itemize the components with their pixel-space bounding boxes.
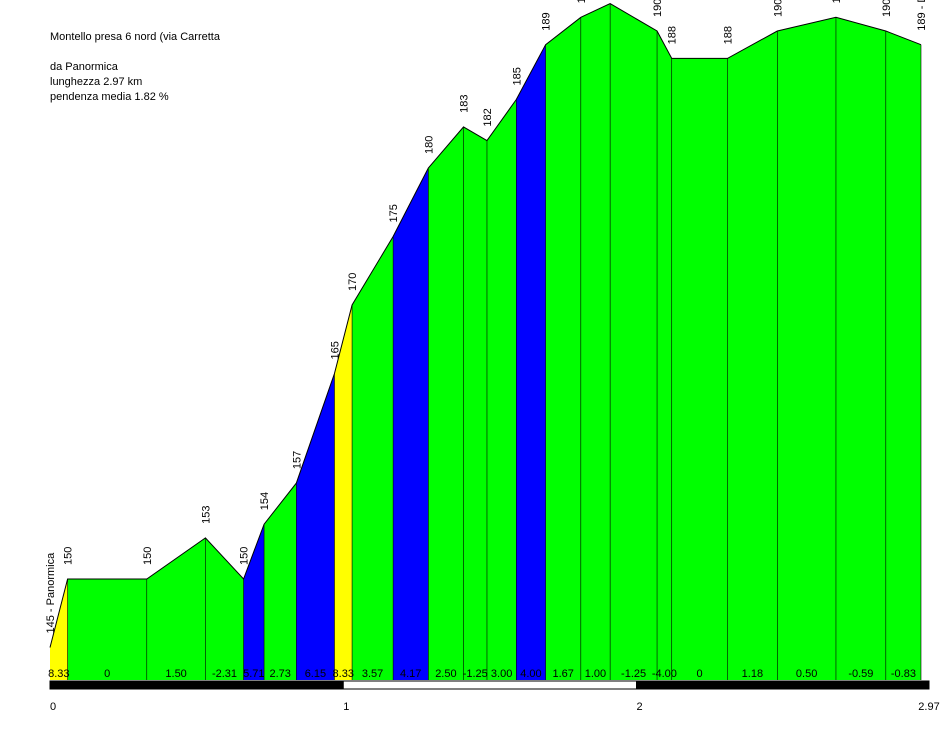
slope-label: 1.18: [742, 668, 763, 680]
elevation-label: 188: [722, 26, 734, 44]
slope-label: 2.50: [435, 668, 456, 680]
elevation-label: 154: [259, 492, 271, 510]
elevation-label: 165: [329, 341, 341, 359]
profile-segment: [777, 17, 836, 681]
elevation-label: 145 - Panormica: [45, 552, 57, 634]
slope-label: 8.33: [48, 668, 69, 680]
profile-segment: [50, 579, 68, 680]
slope-label: 3.57: [362, 668, 383, 680]
slope-label: 0: [697, 668, 703, 680]
slope-label: 6.15: [305, 668, 326, 680]
profile-segment: [885, 31, 921, 680]
profile-segment: [463, 126, 487, 680]
route-start: da Panormica: [50, 61, 118, 73]
profile-segment: [205, 537, 244, 680]
profile-segment: [545, 17, 581, 681]
profile-segment: [486, 99, 517, 680]
slope-label: 1.67: [553, 668, 574, 680]
slope-label: 4.17: [400, 668, 421, 680]
elevation-label: 175: [388, 204, 400, 222]
profile-info: Montello presa 6 nord (via Carretta da P…: [50, 30, 220, 105]
elevation-label: 190 - incrocio con sterr. (sx): [772, 0, 784, 17]
elevation-label: 150: [63, 547, 75, 565]
profile-segment: [516, 44, 546, 680]
x-tick-label: 2: [637, 701, 643, 713]
elevation-label: 190 - variante da pr.5: [881, 0, 893, 17]
slope-label: -1.25: [463, 668, 488, 680]
profile-segment: [428, 126, 464, 680]
slope-label: -0.59: [848, 668, 873, 680]
slope-label: 1.50: [165, 668, 186, 680]
elevation-label: 189 - Dorsale: [916, 0, 928, 31]
elevation-label: 189: [541, 12, 553, 30]
elevation-label: 191: [831, 0, 843, 3]
route-average-slope: pendenza media 1.82 %: [50, 91, 169, 103]
profile-segment: [67, 579, 147, 680]
elevation-label: 170: [347, 273, 359, 291]
scale-bar-block: [636, 680, 930, 690]
slope-label: -1.25: [621, 668, 646, 680]
profile-line: [49, 3, 922, 648]
scale-bar-block: [49, 680, 344, 690]
slope-label: 2.73: [270, 668, 291, 680]
x-tick-label: 0: [50, 701, 56, 713]
x-tick-label: 2.97: [918, 701, 939, 713]
elevation-label: 185: [511, 67, 523, 85]
profile-segment: [610, 3, 658, 681]
profile-segment: [671, 58, 728, 680]
profile-segment: [264, 483, 297, 680]
elevation-label: 180: [423, 136, 435, 154]
profile-segment: [334, 305, 353, 680]
profile-segment: [146, 537, 206, 680]
x-tick-label: 1: [343, 701, 349, 713]
elevation-label: 183: [459, 95, 471, 113]
slope-label: 1.00: [585, 668, 606, 680]
route-length: lunghezza 2.97 km: [50, 76, 143, 88]
scale-bar-block: [342, 680, 638, 690]
route-title: Montello presa 6 nord (via Carretta: [50, 31, 220, 43]
slope-label: -4.00: [652, 668, 677, 680]
slope-label: 8.33: [333, 668, 354, 680]
slope-label: 3.00: [491, 668, 512, 680]
slope-label: -0.83: [891, 668, 916, 680]
profile-segment: [243, 524, 265, 680]
profile-segment: [580, 3, 611, 681]
profile-segment: [727, 31, 778, 680]
elevation-label: 190: [652, 0, 664, 17]
elevation-label: 182: [482, 108, 494, 126]
slope-label: 5.71: [243, 668, 264, 680]
profile-segment: [657, 31, 672, 680]
slope-label: -2.31: [212, 668, 237, 680]
slope-label: 4.00: [520, 668, 541, 680]
elevation-label: 157: [291, 451, 303, 469]
slope-label: 0: [104, 668, 110, 680]
slope-label: 0.50: [796, 668, 817, 680]
elevation-label: 150: [239, 547, 251, 565]
elevation-label: 191: [576, 0, 588, 3]
profile-segment: [835, 17, 886, 681]
profile-segment: [296, 373, 335, 680]
elevation-label: 153: [200, 506, 212, 524]
elevation-label: 188: [667, 26, 679, 44]
profile-segment: [352, 236, 394, 680]
profile-segment: [393, 168, 429, 680]
elevation-label: 150: [142, 547, 154, 565]
